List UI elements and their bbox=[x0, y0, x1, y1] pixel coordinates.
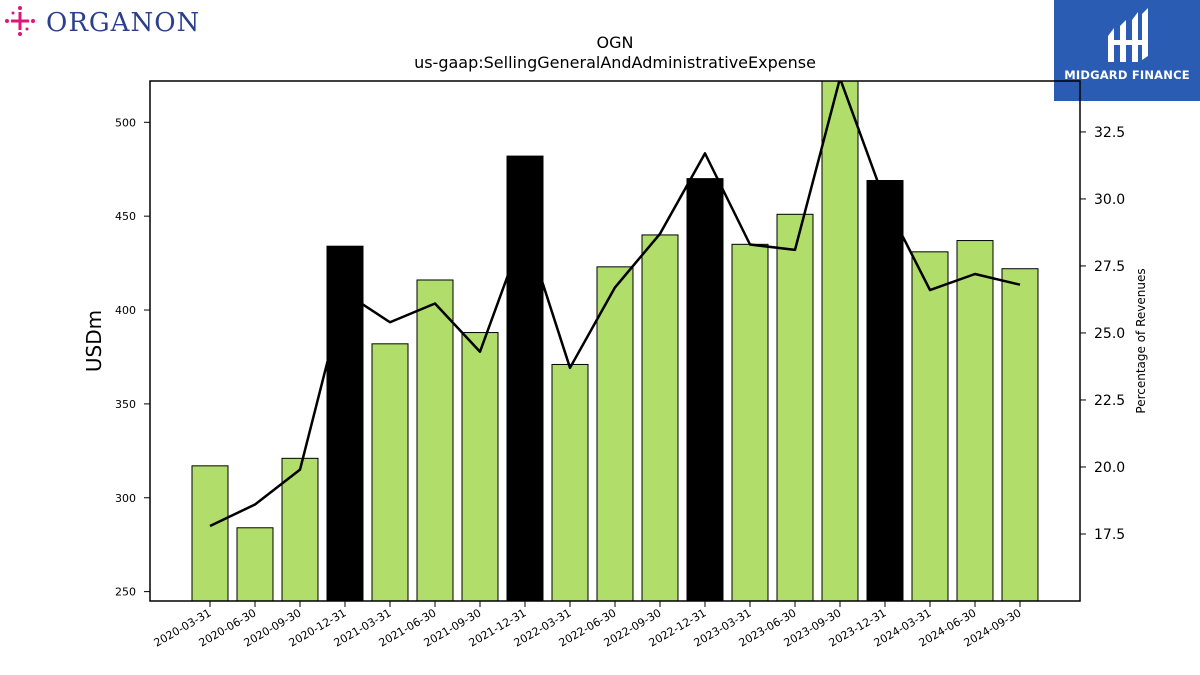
bar-2022-12-31 bbox=[686, 178, 724, 601]
bar-2020-03-31 bbox=[191, 465, 229, 601]
y-tick-label: 350 bbox=[115, 398, 136, 411]
bar-2024-03-31 bbox=[911, 251, 949, 601]
y2-tick-label: 25.0 bbox=[1094, 326, 1125, 342]
line-layer bbox=[209, 81, 1021, 528]
y-tick-label: 400 bbox=[115, 304, 136, 317]
percentage-line bbox=[209, 81, 1021, 528]
y2-axis-label: Percentage of Revenues bbox=[1134, 268, 1148, 413]
bar-2021-03-31 bbox=[371, 343, 409, 601]
y-tick-label: 250 bbox=[115, 586, 136, 599]
organon-logo: ORGANON bbox=[5, 6, 200, 38]
plot-frame bbox=[149, 80, 1081, 602]
y-tick-label: 300 bbox=[115, 492, 136, 505]
chart-subtitle: us-gaap:SellingGeneralAndAdministrativeE… bbox=[414, 53, 816, 72]
y2-tick-label: 30.0 bbox=[1094, 192, 1125, 208]
midgard-mark-icon bbox=[1108, 8, 1148, 62]
bar-2023-12-31 bbox=[866, 179, 904, 601]
bar-2023-09-30 bbox=[821, 81, 859, 601]
left-axis: 250 300 350 400 450 500 bbox=[115, 116, 150, 599]
bar-2021-12-31 bbox=[506, 155, 544, 601]
bar-2022-09-30 bbox=[641, 234, 679, 601]
y-axis-label: USDm bbox=[82, 310, 106, 372]
bar-2024-09-30 bbox=[1001, 268, 1039, 601]
x-axis: 2020-03-312020-06-302020-09-302020-12-31… bbox=[152, 601, 1024, 650]
bar-2022-06-30 bbox=[596, 266, 634, 601]
y2-tick-label: 22.5 bbox=[1094, 393, 1125, 409]
bar-2023-03-31 bbox=[731, 243, 769, 601]
bars-layer bbox=[191, 81, 1039, 601]
y2-tick-label: 27.5 bbox=[1094, 259, 1125, 275]
y2-tick-label: 17.5 bbox=[1094, 527, 1125, 543]
y-tick-label: 450 bbox=[115, 210, 136, 223]
midgard-finance-logo: MIDGARD FINANCE bbox=[1054, 0, 1200, 101]
right-axis: 17.5 20.0 22.5 25.0 27.5 30.0 32.5 bbox=[1080, 125, 1125, 543]
bar-2024-06-30 bbox=[956, 240, 994, 601]
organon-logo-text: ORGANON bbox=[46, 8, 200, 38]
bar-2020-06-30 bbox=[236, 527, 274, 601]
organon-mark-icon bbox=[5, 6, 35, 36]
bar-2020-09-30 bbox=[281, 457, 319, 601]
bar-2020-12-31 bbox=[326, 245, 364, 601]
bar-2023-06-30 bbox=[776, 213, 814, 601]
y2-tick-label: 32.5 bbox=[1094, 125, 1125, 141]
midgard-logo-text: MIDGARD FINANCE bbox=[1064, 68, 1190, 82]
chart-title: OGN bbox=[597, 33, 634, 52]
y-tick-label: 500 bbox=[115, 116, 136, 129]
bar-2022-03-31 bbox=[551, 363, 589, 601]
bar-2021-09-30 bbox=[461, 332, 499, 601]
y2-tick-label: 20.0 bbox=[1094, 460, 1125, 476]
bar-2021-06-30 bbox=[416, 279, 454, 601]
